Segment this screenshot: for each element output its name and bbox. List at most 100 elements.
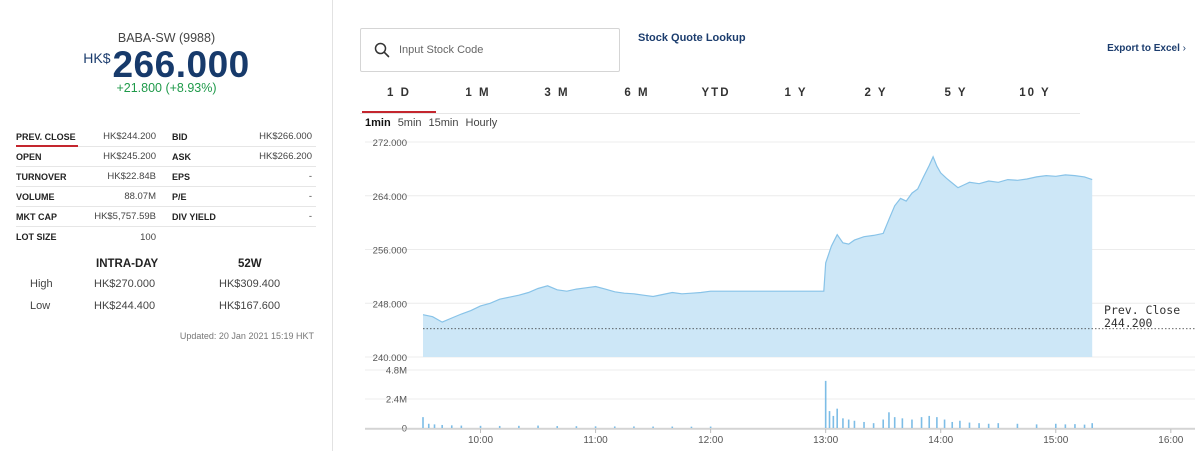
price-tick-label: 248.000 — [373, 299, 407, 310]
low-label: Low — [30, 300, 51, 312]
stat-value: HK$5,757.59B — [94, 211, 156, 222]
stat-value: - — [308, 211, 312, 222]
volume-bar — [943, 419, 946, 428]
tab-1m[interactable]: 1 M — [465, 87, 491, 99]
volume-bar — [433, 424, 436, 428]
stat-label: BID — [172, 131, 188, 142]
volume-bar — [537, 425, 539, 428]
volume-bar — [928, 415, 931, 428]
tab-2y[interactable]: 2 Y — [864, 87, 888, 99]
export-label: Export to Excel — [1107, 43, 1180, 54]
x-tick-label: 13:00 — [813, 435, 838, 446]
tabs-divider — [360, 113, 1080, 114]
stat-label: MKT CAP — [16, 211, 57, 222]
interval-hourly[interactable]: Hourly — [465, 117, 498, 129]
stat-value: HK$266.200 — [259, 151, 312, 162]
volume-bar — [613, 426, 616, 428]
volume-bar — [968, 422, 971, 428]
x-tick-label: 10:00 — [468, 435, 493, 446]
volume-bar — [709, 426, 712, 428]
volume-bar — [460, 425, 463, 428]
stat-label: P/E — [172, 191, 187, 202]
volume-bar — [594, 426, 597, 428]
tab-5y[interactable]: 5 Y — [944, 87, 968, 99]
price-tick-label: 240.000 — [373, 353, 407, 364]
volume-bar — [847, 419, 850, 428]
high-label: High — [30, 278, 53, 290]
volume-bar — [556, 426, 559, 428]
w52-header: 52W — [238, 258, 262, 270]
stock-search-box[interactable] — [360, 28, 620, 72]
price-line — [422, 155, 1093, 323]
volume-bar — [936, 417, 938, 428]
volume-bar — [951, 421, 954, 428]
stat-value: HK$244.200 — [103, 131, 156, 142]
w52-low: HK$167.600 — [219, 300, 281, 312]
volume-bar — [1091, 423, 1094, 428]
interval-5min[interactable]: 5min — [397, 117, 422, 129]
export-to-excel-link[interactable]: Export to Excel › — [1107, 43, 1186, 54]
price-row: HK$266.000 — [0, 44, 333, 86]
volume-bar — [1064, 424, 1067, 428]
x-tick-label: 16:00 — [1158, 435, 1183, 446]
volume-bar — [959, 420, 961, 428]
tab-1y[interactable]: 1 Y — [784, 87, 808, 99]
tab-3m[interactable]: 3 M — [544, 87, 570, 99]
tab-ytd[interactable]: YTD — [701, 87, 731, 99]
stats-row: LOT SIZE 100 — [16, 227, 316, 247]
stock-code-input[interactable] — [399, 44, 599, 56]
volume-bar — [997, 423, 1000, 428]
tab-10y[interactable]: 10 Y — [1019, 87, 1051, 99]
price-tick-label: 272.000 — [373, 138, 407, 149]
volume-bar — [893, 417, 896, 428]
stats-row: MKT CAP HK$5,757.59B DIV YIELD - — [16, 207, 316, 227]
volume-bar — [911, 419, 913, 428]
price-tick-label: 256.000 — [373, 246, 407, 257]
interval-1min[interactable]: 1min — [365, 117, 391, 129]
volume-bar — [978, 423, 980, 428]
volume-bar — [441, 424, 443, 428]
volume-tick-label: 2.4M — [386, 395, 407, 406]
volume-bar — [1054, 423, 1057, 428]
stat-label: ASK — [172, 151, 192, 162]
quote-panel: BABA-SW (9988) HK$266.000 +21.800 (+8.93… — [0, 0, 333, 451]
x-tick-label: 11:00 — [583, 435, 608, 446]
stock-quote-lookup-title: Stock Quote Lookup — [638, 32, 746, 44]
stat-label: TURNOVER — [16, 171, 67, 182]
interval-15min[interactable]: 15min — [428, 117, 459, 129]
w52-high: HK$309.400 — [219, 278, 281, 290]
stat-value: - — [308, 191, 312, 202]
volume-bar — [479, 425, 482, 428]
stat-value: HK$266.000 — [259, 131, 312, 142]
updated-timestamp: Updated: 20 Jan 2021 15:19 HKT — [179, 331, 314, 341]
tab-1d[interactable]: 1 D — [362, 84, 436, 114]
volume-bar — [901, 418, 904, 428]
intraday-low: HK$244.400 — [94, 300, 156, 312]
volume-bar — [652, 426, 654, 428]
stat-value: 88.07M — [124, 191, 156, 202]
stat-label: OPEN — [16, 151, 42, 162]
search-icon — [374, 42, 390, 58]
volume-tick-label: 4.8M — [386, 366, 407, 377]
price-area — [423, 156, 1093, 357]
volume-bar — [450, 425, 453, 428]
volume-bar — [824, 380, 827, 428]
price-tick-label: 264.000 — [373, 192, 407, 203]
volume-bar — [1074, 424, 1076, 428]
volume-bar — [888, 412, 890, 428]
volume-bar — [498, 425, 501, 428]
volume-bar — [518, 425, 520, 428]
ticker-label: BABA-SW (9988) — [117, 31, 216, 45]
x-tick-label: 15:00 — [1043, 435, 1068, 446]
chevron-right-icon: › — [1182, 43, 1186, 54]
volume-bar — [853, 420, 856, 428]
stat-value: - — [308, 171, 312, 182]
stat-label: PREV. CLOSE — [16, 127, 78, 147]
volume-bar — [633, 426, 635, 428]
stats-table: PREV. CLOSE HK$244.200 BID HK$266.000 OPEN… — [16, 127, 316, 247]
volume-bar — [832, 415, 835, 428]
volume-bar — [863, 421, 865, 428]
volume-bar — [987, 423, 990, 428]
tab-6m[interactable]: 6 M — [624, 87, 650, 99]
